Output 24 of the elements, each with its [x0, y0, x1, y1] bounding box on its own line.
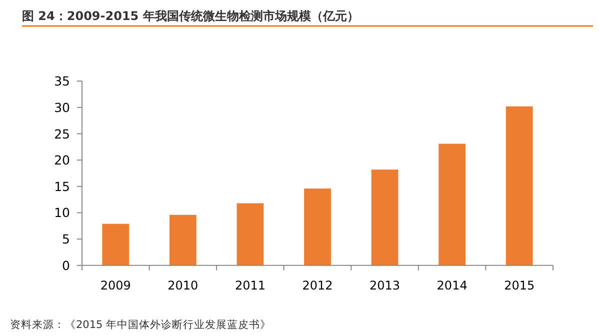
chart-title: 图 24：2009-2015 年我国传统微生物检测市场规模（亿元）: [22, 9, 359, 23]
y-tick-label: 5: [62, 232, 70, 247]
bar: [102, 224, 130, 266]
x-tick-label: 2012: [302, 278, 333, 292]
y-tick-label: 20: [54, 152, 70, 168]
bar: [236, 203, 264, 266]
bar: [169, 214, 196, 266]
x-tick-label: 2011: [234, 278, 266, 292]
y-tick-label: 25: [54, 126, 70, 142]
x-tick-label: 2009: [100, 278, 131, 292]
x-tick-label: 2010: [168, 278, 198, 292]
bar: [438, 144, 466, 266]
bar: [371, 170, 398, 266]
x-tick-label: 2015: [504, 278, 535, 292]
y-tick-label: 30: [54, 100, 70, 115]
y-tick-label: 15: [54, 178, 70, 194]
y-tick-label: 0: [62, 258, 70, 273]
y-tick-label: 10: [54, 205, 70, 220]
x-tick-label: 2014: [436, 278, 468, 292]
bar: [304, 188, 331, 266]
x-tick-label: 2013: [370, 278, 400, 292]
y-tick-label: 35: [54, 74, 70, 89]
text: 资料来源：《2015 年中国体外诊断行业发展蓝皮书》: [10, 318, 272, 331]
bar: [506, 106, 533, 266]
